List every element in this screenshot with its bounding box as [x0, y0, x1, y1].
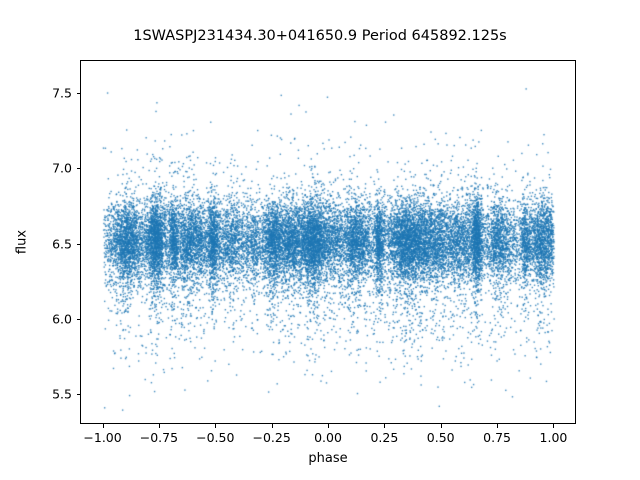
y-tick-mark	[76, 168, 80, 170]
x-tick-mark	[440, 424, 442, 428]
x-tick-label: 0.50	[426, 430, 455, 445]
x-tick-label: 0.75	[483, 430, 511, 445]
y-tick-mark	[76, 393, 80, 395]
y-tick-mark	[76, 243, 80, 245]
x-tick-label: 1.00	[539, 430, 568, 445]
y-tick-label: 6.0	[52, 311, 72, 327]
plot-axes	[80, 60, 576, 424]
y-tick-label: 5.5	[52, 386, 72, 402]
scatter-points-layer	[81, 61, 575, 423]
y-tick-label: 6.5	[52, 236, 72, 251]
x-tick-mark	[497, 424, 499, 428]
y-tick-mark	[76, 93, 80, 95]
x-tick-label: 0.00	[314, 430, 342, 445]
x-tick-label: 0.25	[370, 430, 399, 445]
y-tick-label: 7.5	[52, 85, 72, 101]
x-tick-mark	[328, 424, 329, 428]
x-tick-label: −0.75	[139, 430, 179, 445]
x-tick-label: −0.25	[252, 430, 291, 445]
x-axis-label: phase	[308, 451, 348, 466]
x-tick-mark	[102, 424, 104, 428]
x-tick-label: −1.00	[83, 430, 122, 445]
x-tick-mark	[384, 424, 386, 428]
x-tick-label: −0.50	[196, 430, 235, 445]
x-tick-mark	[158, 424, 160, 428]
y-tick-mark	[76, 318, 80, 320]
x-tick-mark	[271, 424, 273, 428]
x-tick-mark	[553, 424, 555, 428]
y-axis-label: flux	[14, 229, 30, 255]
x-tick-mark	[215, 424, 217, 428]
y-tick-label: 7.0	[52, 160, 72, 176]
page-title: 1SWASPJ231434.30+041650.9 Period 645892.…	[133, 28, 507, 44]
